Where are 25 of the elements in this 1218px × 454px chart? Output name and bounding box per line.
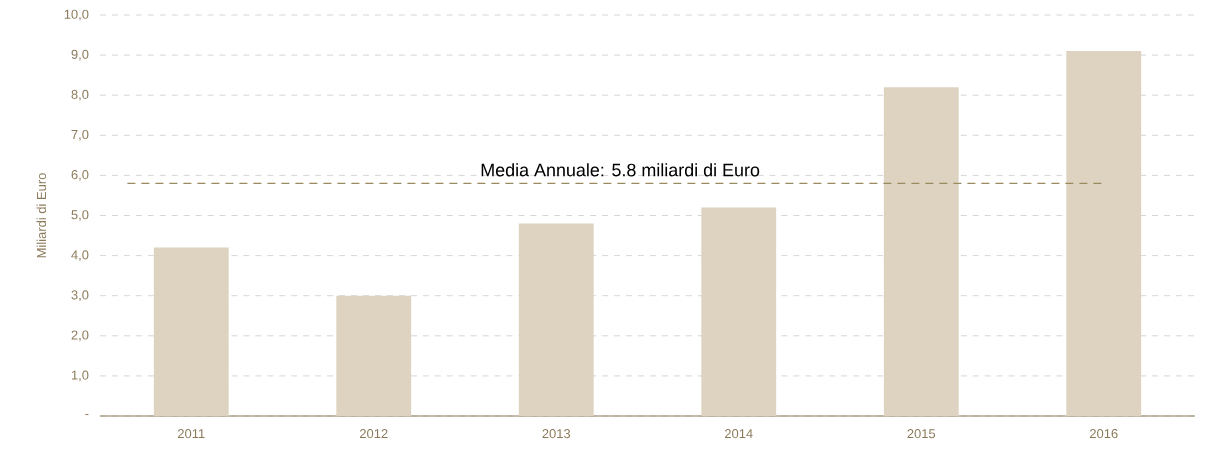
- bar: [153, 247, 229, 416]
- bar: [883, 87, 959, 416]
- y-tick-label: 8,0: [71, 89, 89, 101]
- y-tick-label: 10,0: [64, 9, 89, 21]
- y-tick-label: -: [85, 414, 89, 416]
- x-tick-label: 2011: [177, 429, 205, 439]
- y-axis-title: Miliardi di Euro: [36, 173, 47, 258]
- y-tick-label: 2,0: [71, 330, 89, 342]
- bar: [1066, 51, 1142, 416]
- bar: [701, 207, 777, 416]
- y-tick-label: 6,0: [71, 170, 89, 181]
- x-tick-label: 2015: [907, 429, 936, 439]
- x-tick-label: 2014: [725, 429, 753, 439]
- y-tick-label: 4,0: [71, 250, 89, 261]
- x-tick-label: 2016: [1090, 429, 1118, 439]
- y-tick-label: 7,0: [71, 129, 89, 141]
- x-tick-label: 2012: [360, 429, 388, 439]
- ref-line-label: Media Annuale: 5.8 miliardi di Euro: [481, 163, 760, 177]
- x-tick-label: 2013: [542, 429, 571, 439]
- y-tick-label: 1,0: [71, 370, 89, 382]
- y-tick-label: 9,0: [71, 49, 89, 61]
- bar: [336, 295, 412, 416]
- y-tick-label: 5,0: [71, 210, 89, 221]
- y-tick-label: 3,0: [71, 290, 89, 302]
- bar: [518, 223, 594, 416]
